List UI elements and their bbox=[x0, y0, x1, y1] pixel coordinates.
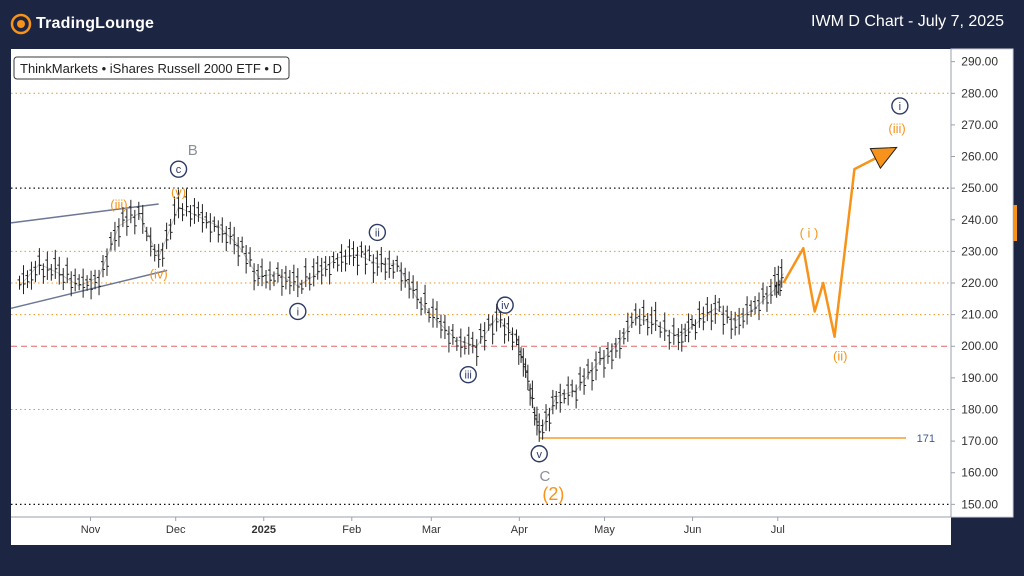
wave-label: ( i ) bbox=[800, 225, 819, 240]
wave-label: c bbox=[176, 164, 182, 176]
support-label: 171 bbox=[917, 433, 935, 445]
y-tick-label: 260.00 bbox=[961, 150, 998, 164]
wave-label: (iv) bbox=[150, 267, 168, 282]
time-axis-panel bbox=[11, 517, 951, 545]
x-tick-label: Apr bbox=[511, 524, 528, 536]
y-tick-label: 170.00 bbox=[961, 434, 998, 448]
trading-lounge-logo-icon bbox=[10, 13, 32, 35]
wave-label: (ii) bbox=[833, 349, 847, 364]
wave-label: C bbox=[539, 468, 550, 485]
wave-circle-marker bbox=[496, 296, 514, 314]
y-tick-label: 270.00 bbox=[961, 118, 998, 132]
y-tick-label: 230.00 bbox=[961, 244, 998, 258]
header-bar: TradingLounge IWM D Chart - July 7, 2025 bbox=[0, 0, 1024, 48]
wave-label: (iii) bbox=[888, 121, 905, 136]
channel-line bbox=[10, 203, 159, 224]
x-tick-label: 2025 bbox=[252, 524, 276, 536]
wave-label: ii bbox=[375, 227, 380, 239]
wave-circle-marker bbox=[891, 97, 909, 115]
wave-label: iii bbox=[465, 370, 472, 382]
x-tick-label: Jun bbox=[684, 524, 702, 536]
wave-label: (2) bbox=[542, 484, 564, 504]
chart-title: IWM D Chart - July 7, 2025 bbox=[811, 13, 1004, 30]
brand-logo[interactable]: TradingLounge bbox=[10, 12, 154, 36]
wave-label: (v) bbox=[171, 184, 186, 199]
projection-path bbox=[782, 156, 878, 339]
y-tick-label: 190.00 bbox=[961, 371, 998, 385]
wave-label: (iii) bbox=[110, 197, 127, 212]
symbol-legend-box bbox=[13, 56, 290, 80]
y-tick-label: 200.00 bbox=[961, 339, 998, 353]
y-tick-label: 240.00 bbox=[961, 213, 998, 227]
wave-circle-marker bbox=[368, 223, 387, 242]
brand-name: TradingLounge bbox=[36, 15, 155, 32]
wave-label: i bbox=[899, 101, 901, 113]
y-tick-label: 210.00 bbox=[961, 308, 998, 322]
wave-label: B bbox=[188, 142, 198, 159]
channel-line bbox=[10, 269, 168, 310]
y-tick-label: 250.00 bbox=[961, 181, 998, 195]
wave-label: i bbox=[297, 306, 299, 318]
wave-label: v bbox=[536, 449, 542, 461]
y-tick-label: 150.00 bbox=[961, 497, 998, 511]
scroll-marker[interactable] bbox=[1013, 205, 1017, 241]
x-tick-label: Nov bbox=[81, 524, 101, 536]
wave-label: iv bbox=[501, 300, 509, 312]
projection-arrow-icon bbox=[869, 146, 898, 170]
y-tick-label: 290.00 bbox=[961, 55, 998, 69]
x-tick-label: Feb bbox=[342, 524, 361, 536]
y-tick-label: 280.00 bbox=[961, 86, 998, 100]
symbol-legend-text: ThinkMarkets • iShares Russell 2000 ETF … bbox=[20, 61, 282, 76]
wave-circle-marker bbox=[459, 366, 477, 384]
y-tick-label: 220.00 bbox=[961, 276, 998, 290]
x-tick-label: Dec bbox=[166, 524, 186, 536]
wave-circle-marker bbox=[289, 302, 307, 321]
x-tick-label: Mar bbox=[422, 524, 441, 536]
x-tick-label: May bbox=[594, 524, 615, 536]
wave-circle-marker bbox=[530, 445, 548, 463]
y-tick-label: 160.00 bbox=[961, 466, 998, 480]
wave-circle-marker bbox=[169, 160, 188, 178]
y-tick-label: 180.00 bbox=[961, 402, 998, 416]
x-tick-label: Jul bbox=[771, 524, 785, 536]
